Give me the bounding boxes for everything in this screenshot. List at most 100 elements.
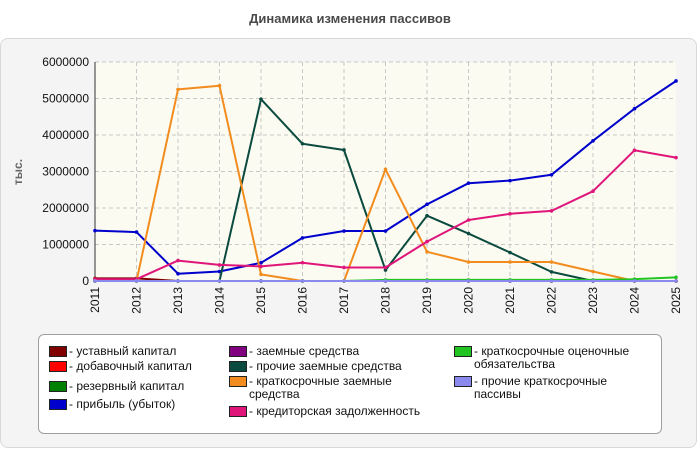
series-point-7 — [342, 265, 346, 270]
series-point-9 — [134, 279, 139, 283]
series-point-9 — [425, 279, 429, 283]
legend-label: - прочие заемные средства — [249, 359, 402, 373]
legend-swatch — [229, 406, 247, 417]
series-point-7 — [591, 189, 595, 194]
series-point-7 — [300, 260, 305, 265]
legend-swatch — [229, 346, 247, 357]
series-point-3 — [466, 181, 471, 185]
series-point-7 — [217, 263, 222, 267]
series-point-9 — [217, 279, 222, 283]
x-tick-label: 2014 — [213, 287, 227, 314]
series-point-5 — [259, 97, 263, 102]
series-point-6 — [591, 269, 595, 274]
legend-label: - заемные средства — [249, 344, 360, 358]
series-point-3 — [134, 230, 139, 234]
series-point-6 — [217, 83, 222, 88]
series-point-7 — [383, 265, 388, 270]
series-point-9 — [549, 279, 554, 283]
series-point-3 — [383, 229, 388, 233]
series-point-7 — [425, 239, 429, 244]
x-tick-label: 2011 — [88, 287, 102, 313]
series-point-9 — [176, 279, 180, 283]
legend-label: - резервный капитал — [69, 379, 185, 393]
series-point-5 — [466, 231, 471, 236]
legend-label: - прочие краткосрочные пассивы — [474, 374, 608, 401]
x-tick-label: 2021 — [503, 287, 517, 314]
series-point-3 — [259, 260, 263, 265]
legend-label: - кредиторская задолженность — [249, 404, 421, 418]
series-point-9 — [632, 279, 637, 283]
series-point-3 — [342, 229, 346, 233]
legend-swatch — [454, 376, 472, 387]
y-tick-label: 1000000 — [42, 238, 89, 252]
series-point-9 — [591, 279, 595, 283]
series-point-3 — [217, 269, 222, 274]
series-point-6 — [259, 272, 263, 277]
series-point-6 — [466, 260, 471, 264]
series-point-9 — [674, 279, 678, 283]
series-point-6 — [508, 260, 512, 264]
series-point-9 — [300, 279, 305, 283]
series-point-5 — [549, 270, 554, 274]
series-point-5 — [342, 148, 346, 152]
legend-label: - краткосрочные заемные средства — [249, 374, 392, 401]
legend-label: - уставный капитал — [69, 344, 177, 358]
series-point-7 — [466, 218, 471, 222]
series-point-7 — [549, 209, 554, 213]
x-tick-label: 2019 — [420, 287, 434, 314]
series-point-9 — [466, 279, 471, 283]
legend-swatch — [49, 381, 67, 392]
series-point-7 — [632, 148, 637, 153]
legend-swatch — [49, 399, 67, 410]
series-point-5 — [300, 141, 305, 146]
y-tick-label: 6000000 — [42, 55, 89, 69]
legend-swatch — [49, 361, 67, 372]
legend-label: - добавочный капитал — [69, 359, 192, 373]
series-point-5 — [508, 250, 512, 255]
series-point-7 — [508, 212, 512, 216]
x-tick-label: 2020 — [462, 287, 476, 314]
legend-swatch — [49, 346, 67, 357]
series-point-6 — [383, 167, 388, 172]
series-point-6 — [549, 260, 554, 264]
legend-swatch — [229, 376, 247, 387]
x-tick-label: 2022 — [545, 287, 559, 314]
series-point-8 — [674, 275, 678, 280]
x-tick-label: 2023 — [586, 287, 600, 314]
y-tick-label: 5000000 — [42, 92, 89, 106]
x-tick-label: 2015 — [254, 287, 268, 314]
y-tick-label: 4000000 — [42, 128, 89, 142]
series-point-9 — [259, 279, 263, 283]
series-point-9 — [383, 279, 388, 283]
series-point-7 — [176, 258, 180, 263]
x-tick-label: 2024 — [628, 287, 642, 314]
series-point-7 — [674, 155, 678, 160]
x-tick-label: 2016 — [296, 287, 310, 314]
series-point-3 — [508, 178, 512, 183]
series-point-3 — [632, 106, 637, 111]
series-point-3 — [425, 202, 429, 207]
series-point-3 — [549, 172, 554, 177]
y-tick-label: 3000000 — [42, 165, 89, 179]
series-point-3 — [93, 228, 97, 233]
series-point-6 — [176, 87, 180, 92]
y-tick-label: 2000000 — [42, 201, 89, 215]
series-point-9 — [342, 279, 346, 283]
series-point-7 — [259, 264, 263, 269]
series-point-3 — [176, 271, 180, 276]
x-tick-label: 2017 — [337, 287, 351, 314]
y-axis-label: тыс. — [11, 159, 25, 185]
legend-label: - краткосрочные оценочные обязательства — [474, 344, 630, 371]
series-point-3 — [674, 79, 678, 83]
series-point-3 — [591, 139, 595, 143]
series-point-3 — [300, 236, 305, 240]
legend-swatch — [229, 361, 247, 372]
y-tick-label: 0 — [82, 274, 89, 288]
series-point-6 — [425, 250, 429, 254]
legend: - уставный капитал - добавочный капитал - … — [38, 334, 662, 434]
series-point-5 — [383, 268, 388, 272]
legend-swatch — [454, 346, 472, 357]
series-point-9 — [93, 279, 97, 283]
x-tick-label: 2018 — [379, 287, 393, 314]
